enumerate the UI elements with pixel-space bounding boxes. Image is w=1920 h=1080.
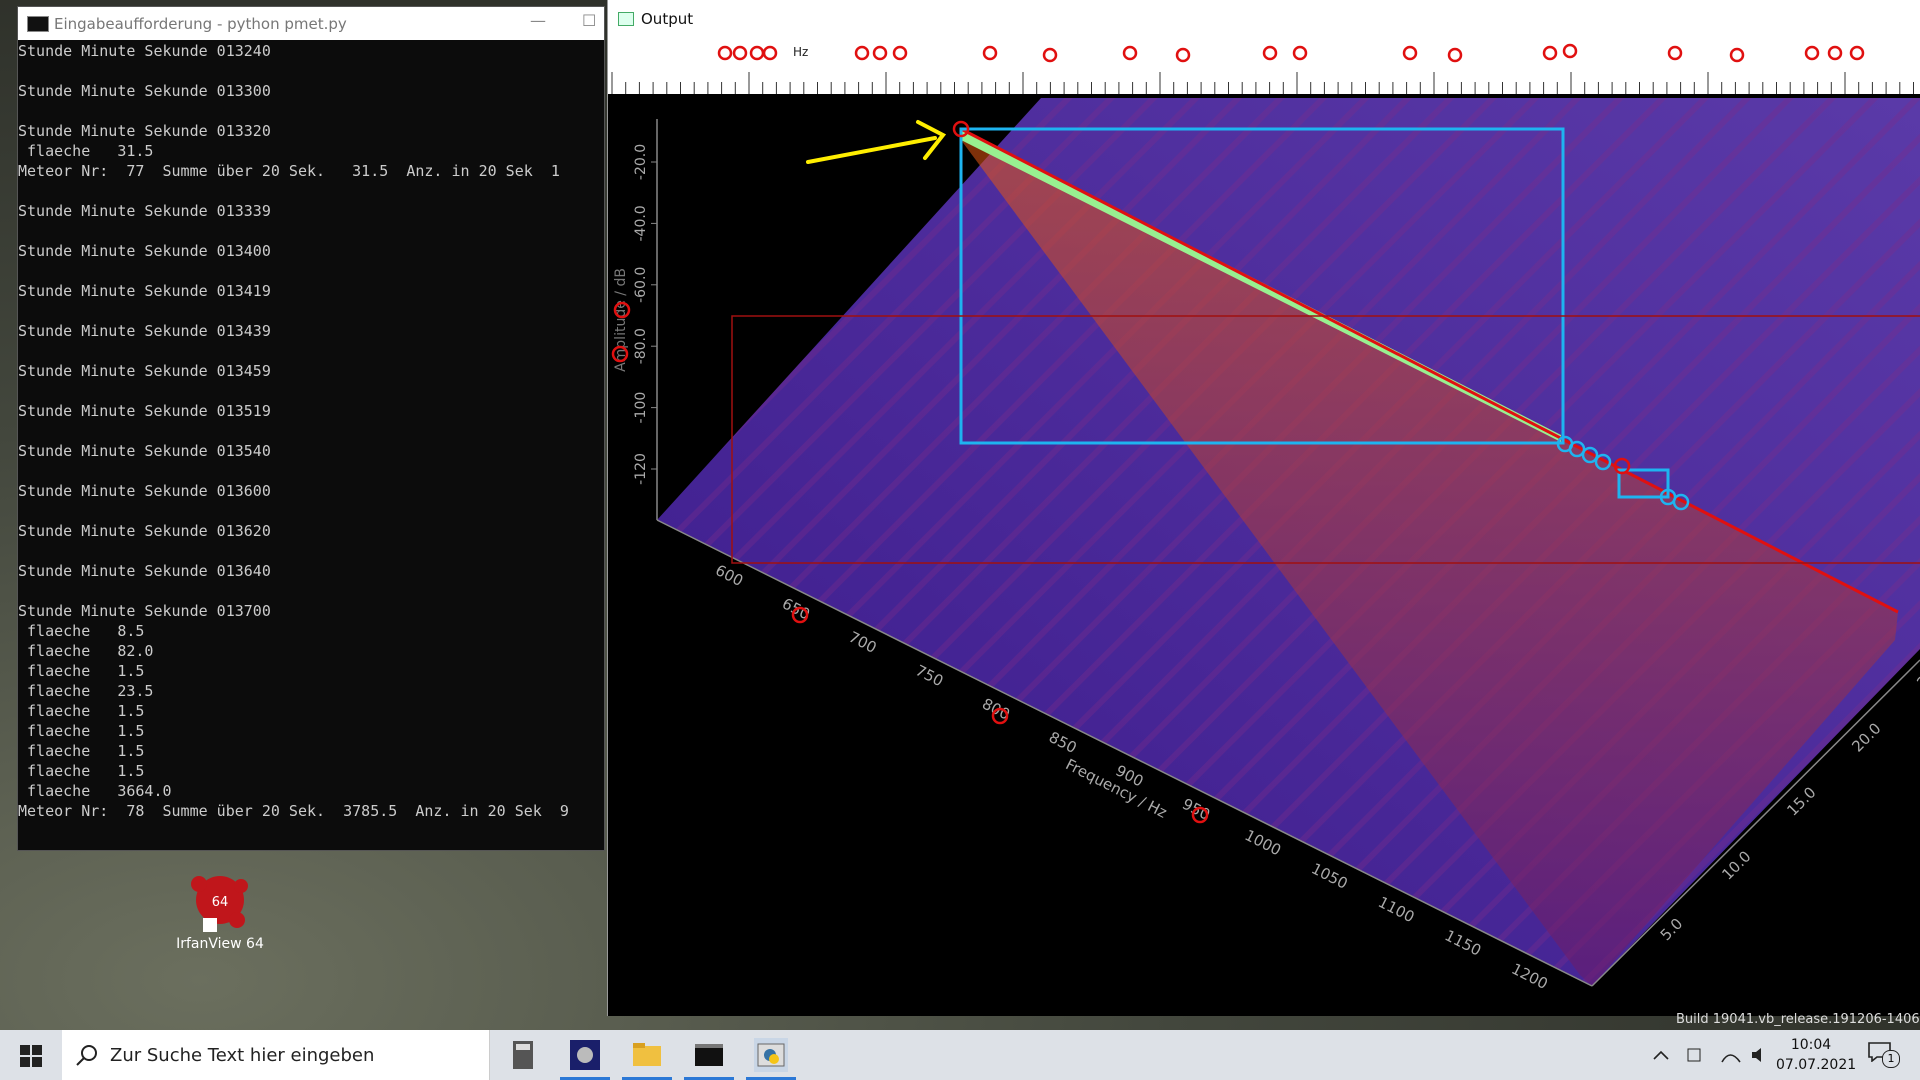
output-title: Output: [641, 10, 694, 28]
meteor-line: [960, 127, 1899, 614]
console-block: Stunde Minute Sekunde 013320 flaeche 31.…: [18, 121, 569, 181]
console-line: Stunde Minute Sekunde 013339: [18, 202, 271, 220]
console-line: Meteor Nr: 78 Summe über 20 Sek. 3785.5 …: [18, 802, 569, 820]
icon-label: IrfanView 64: [176, 936, 264, 952]
icon-badge: 64: [212, 895, 229, 910]
console-icon: [27, 16, 49, 32]
amplitude-tick-label: -120: [633, 453, 649, 485]
annotation-arrow: [806, 120, 947, 164]
console-block: Stunde Minute Sekunde 013640: [18, 561, 569, 581]
console-line: flaeche 1.5: [18, 742, 145, 760]
red-markers: [611, 43, 1865, 824]
time-axis: [1591, 659, 1920, 987]
console-line: flaeche 23.5: [18, 682, 154, 700]
console-title-bar[interactable]: Eingabeaufforderung - python pmet.py — ☐: [18, 7, 604, 40]
maximize-button[interactable]: ☐: [582, 11, 597, 30]
console-block: Stunde Minute Sekunde 013240: [18, 41, 569, 61]
console-line: Stunde Minute Sekunde 013640: [18, 562, 271, 580]
minimize-button[interactable]: —: [530, 11, 546, 30]
amplitude-tick-label: -60.0: [633, 267, 649, 303]
taskbar: Zur Suche Text hier eingeben 10:04 07.07…: [0, 1030, 1920, 1080]
console-block: Stunde Minute Sekunde 013300: [18, 81, 569, 101]
console-line: Stunde Minute Sekunde 013240: [18, 42, 271, 60]
clock-time: 10:04: [1790, 1037, 1832, 1053]
console-block: Stunde Minute Sekunde 013519: [18, 401, 569, 421]
ruler-unit: Hz: [793, 45, 808, 59]
terminal-app[interactable]: [684, 1038, 734, 1080]
output-title-bar[interactable]: Output: [608, 0, 1920, 41]
selection-box-small[interactable]: [1617, 468, 1670, 499]
console-line: Stunde Minute Sekunde 013300: [18, 82, 271, 100]
clock[interactable]: 10:04 07.07.2021: [1776, 1035, 1857, 1075]
amplitude-tick-label: -100: [633, 392, 649, 424]
console-line: Stunde Minute Sekunde 013320: [18, 122, 271, 140]
console-line: flaeche 82.0: [18, 642, 154, 660]
console-line: Stunde Minute Sekunde 013419: [18, 282, 271, 300]
irfanview-icon: 64: [191, 876, 248, 932]
spectrum-plot: Hz -20.0-40.0-60.0-80.0-100-120600650700…: [608, 43, 1920, 1016]
notification-center[interactable]: 1: [1868, 1042, 1904, 1068]
system-tray[interactable]: [1652, 1044, 1772, 1066]
calculator-app[interactable]: [506, 1038, 540, 1072]
amplitude-tick-label: -20.0: [633, 144, 649, 180]
desktop-icon[interactable]: 64 IrfanView 64: [170, 866, 270, 952]
console-line: flaeche 1.5: [18, 702, 145, 720]
output-icon: [618, 12, 634, 26]
console-line: flaeche 8.5: [18, 622, 145, 640]
console-line: Stunde Minute Sekunde 013700: [18, 602, 271, 620]
console-line: Stunde Minute Sekunde 013600: [18, 482, 271, 500]
selection-box[interactable]: [959, 127, 1565, 445]
build-watermark: Build 19041.vb_release.191206-1406: [1676, 1012, 1920, 1027]
start-button[interactable]: [20, 1045, 42, 1067]
console-line: Meteor Nr: 77 Summe über 20 Sek. 31.5 An…: [18, 162, 560, 180]
console-window[interactable]: Eingabeaufforderung - python pmet.py — ☐…: [17, 6, 605, 851]
console-block: Stunde Minute Sekunde 013419: [18, 281, 569, 301]
console-line: Stunde Minute Sekunde 013400: [18, 242, 271, 260]
console-block: Stunde Minute Sekunde 013439: [18, 321, 569, 341]
console-line: flaeche 1.5: [18, 722, 145, 740]
console-block: Stunde Minute Sekunde 013339: [18, 201, 569, 221]
ruler-ticks: [611, 72, 1914, 94]
amplitude-label: Amplitude / dB: [613, 268, 629, 372]
console-line: Stunde Minute Sekunde 013519: [18, 402, 271, 420]
console-line: Stunde Minute Sekunde 013459: [18, 362, 271, 380]
region-box: [731, 315, 1920, 564]
console-line: Stunde Minute Sekunde 013620: [18, 522, 271, 540]
console-block: Stunde Minute Sekunde 013700 flaeche 8.5…: [18, 601, 569, 821]
console-line: flaeche 1.5: [18, 762, 145, 780]
frequency-axis: [656, 519, 1593, 987]
console-line: Stunde Minute Sekunde 013439: [18, 322, 271, 340]
explorer-app[interactable]: [622, 1038, 672, 1080]
spectrum-app[interactable]: [560, 1038, 610, 1080]
console-line: flaeche 1.5: [18, 662, 145, 680]
console-title: Eingabeaufforderung - python pmet.py: [54, 15, 347, 33]
console-block: Stunde Minute Sekunde 013459: [18, 361, 569, 381]
cyan-markers: [1556, 435, 1690, 511]
console-line: flaeche 31.5: [18, 142, 154, 160]
notification-count: 1: [1882, 1050, 1900, 1068]
python-app[interactable]: [746, 1038, 796, 1080]
console-block: Stunde Minute Sekunde 013540: [18, 441, 569, 461]
console-block: Stunde Minute Sekunde 013400: [18, 241, 569, 261]
clock-date: 07.07.2021: [1776, 1057, 1857, 1073]
amplitude-tick-label: -80.0: [633, 328, 649, 364]
console-line: flaeche 3664.0: [18, 782, 172, 800]
search-placeholder: Zur Suche Text hier eingeben: [110, 1045, 375, 1066]
console-line: Stunde Minute Sekunde 013540: [18, 442, 271, 460]
meteor-trail-glow: [961, 129, 1898, 986]
search-icon: [76, 1045, 97, 1066]
console-block: Stunde Minute Sekunde 013620: [18, 521, 569, 541]
search-box[interactable]: Zur Suche Text hier eingeben: [62, 1030, 490, 1080]
console-output: Stunde Minute Sekunde 013240 Stunde Minut…: [18, 41, 569, 841]
amplitude-tick-label: -40.0: [633, 205, 649, 241]
console-block: Stunde Minute Sekunde 013600: [18, 481, 569, 501]
